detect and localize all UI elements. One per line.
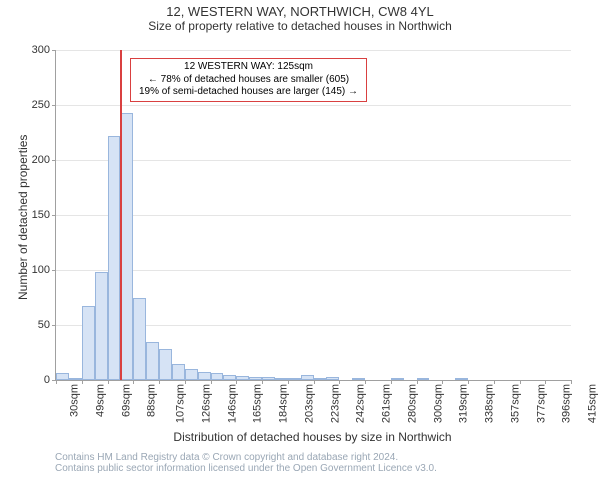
xtick-mark xyxy=(494,380,495,384)
xtick-mark xyxy=(159,380,160,384)
xtick-label: 223sqm xyxy=(329,380,341,423)
histogram-bar xyxy=(172,364,185,381)
xtick-mark xyxy=(211,380,212,384)
xtick-label: 319sqm xyxy=(458,380,470,423)
xtick-label: 377sqm xyxy=(535,380,547,423)
gridline xyxy=(56,215,571,216)
xtick-mark xyxy=(468,380,469,384)
ytick-label: 300 xyxy=(32,44,56,56)
histogram-bar xyxy=(211,373,224,380)
xtick-mark xyxy=(236,380,237,384)
xtick-mark xyxy=(545,380,546,384)
histogram-bar xyxy=(108,136,121,380)
xtick-mark xyxy=(108,380,109,384)
xtick-mark xyxy=(314,380,315,384)
xtick-label: 261sqm xyxy=(381,380,393,423)
xtick-label: 88sqm xyxy=(146,380,158,417)
xtick-mark xyxy=(288,380,289,384)
xtick-mark xyxy=(520,380,521,384)
xtick-mark xyxy=(262,380,263,384)
ytick-label: 150 xyxy=(32,209,56,221)
callout-line1: 12 WESTERN WAY: 125sqm xyxy=(139,61,358,74)
xtick-mark xyxy=(391,380,392,384)
histogram-bar xyxy=(95,272,108,380)
xtick-label: 146sqm xyxy=(226,380,238,423)
xtick-label: 203sqm xyxy=(303,380,315,423)
xtick-label: 242sqm xyxy=(355,380,367,423)
xtick-label: 338sqm xyxy=(484,380,496,423)
y-axis-label: Number of detached properties xyxy=(16,135,30,300)
property-marker-line xyxy=(120,50,122,380)
xtick-label: 69sqm xyxy=(120,380,132,417)
gridline xyxy=(56,105,571,106)
histogram-bar xyxy=(82,306,95,380)
ytick-label: 100 xyxy=(32,264,56,276)
xtick-mark xyxy=(365,380,366,384)
xtick-label: 126sqm xyxy=(200,380,212,423)
histogram-bar xyxy=(185,369,198,380)
gridline xyxy=(56,50,571,51)
xtick-mark xyxy=(82,380,83,384)
ytick-label: 0 xyxy=(44,374,56,386)
xtick-label: 165sqm xyxy=(252,380,264,423)
xtick-mark xyxy=(133,380,134,384)
xtick-label: 184sqm xyxy=(278,380,290,423)
xtick-label: 49sqm xyxy=(94,380,106,417)
xtick-label: 415sqm xyxy=(587,380,599,423)
histogram-bar xyxy=(391,378,404,380)
xtick-label: 357sqm xyxy=(509,380,521,423)
property-callout: 12 WESTERN WAY: 125sqm← 78% of detached … xyxy=(130,58,367,102)
histogram-bar xyxy=(198,372,211,380)
xtick-mark xyxy=(571,380,572,384)
xtick-mark xyxy=(442,380,443,384)
callout-line3: 19% of semi-detached houses are larger (… xyxy=(139,86,358,99)
histogram-bar xyxy=(133,298,146,381)
page-subtitle: Size of property relative to detached ho… xyxy=(0,19,600,33)
xtick-mark xyxy=(417,380,418,384)
ytick-label: 250 xyxy=(32,99,56,111)
gridline xyxy=(56,160,571,161)
xtick-mark xyxy=(185,380,186,384)
xtick-label: 396sqm xyxy=(561,380,573,423)
xtick-label: 280sqm xyxy=(406,380,418,423)
ytick-label: 50 xyxy=(38,319,56,331)
x-axis-label: Distribution of detached houses by size … xyxy=(55,430,570,444)
histogram-bar xyxy=(262,377,275,380)
page-title: 12, WESTERN WAY, NORTHWICH, CW8 4YL xyxy=(0,0,600,19)
histogram-bar xyxy=(159,349,172,380)
histogram-bar xyxy=(146,342,159,381)
xtick-mark xyxy=(56,380,57,384)
xtick-label: 300sqm xyxy=(432,380,444,423)
gridline xyxy=(56,270,571,271)
histogram-bar xyxy=(288,378,301,380)
xtick-mark xyxy=(339,380,340,384)
xtick-label: 30sqm xyxy=(69,380,81,417)
histogram-bar xyxy=(56,373,69,380)
footnote: Contains HM Land Registry data © Crown c… xyxy=(55,452,437,474)
callout-line2: ← 78% of detached houses are smaller (60… xyxy=(139,74,358,87)
ytick-label: 200 xyxy=(32,154,56,166)
xtick-label: 107sqm xyxy=(175,380,187,423)
